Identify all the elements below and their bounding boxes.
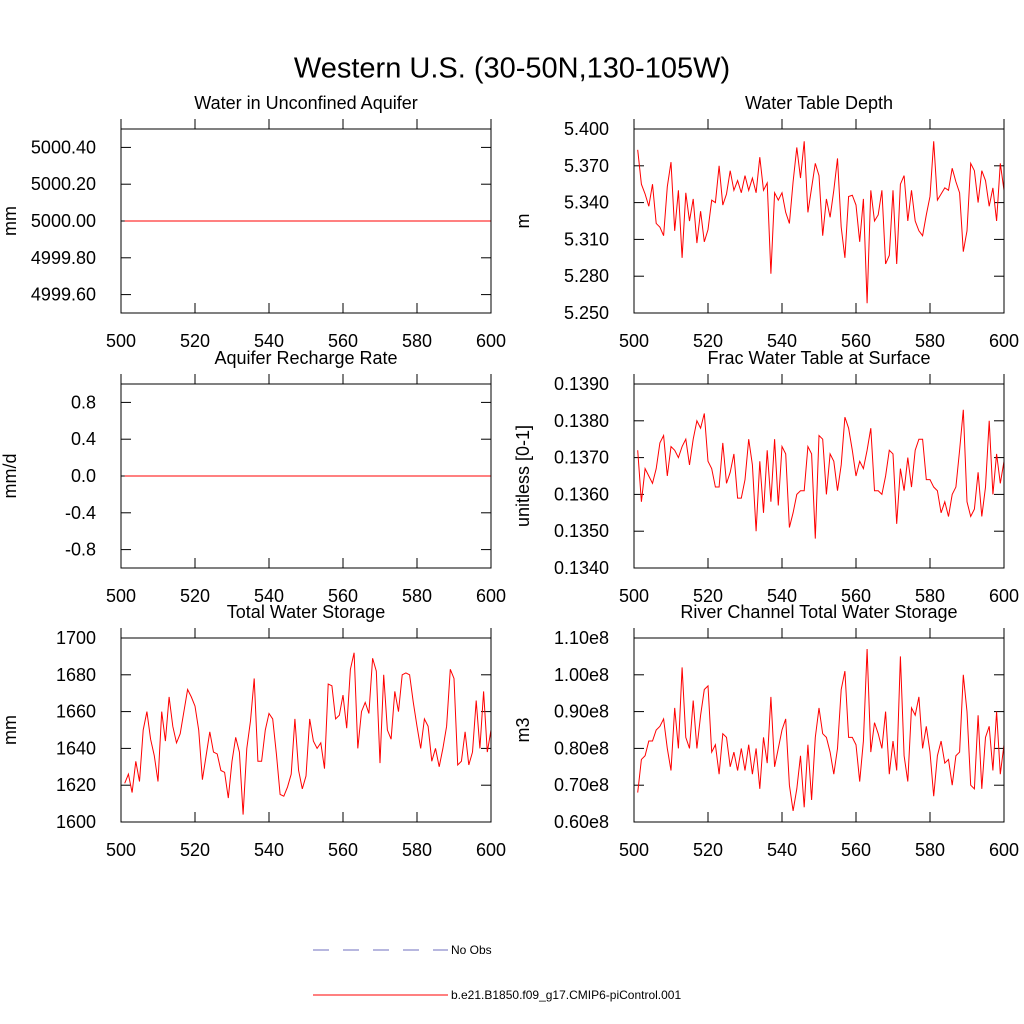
x-tick-label: 560 (328, 331, 358, 351)
x-tick-label: 600 (476, 331, 506, 351)
y-tick-label: 5.250 (564, 303, 609, 323)
data-line (124, 652, 492, 815)
y-tick-label: 5.400 (564, 119, 609, 139)
x-tick-label: 560 (328, 840, 358, 860)
y-tick-label: 5.340 (564, 193, 609, 213)
x-tick-label: 580 (915, 331, 945, 351)
y-tick-label: 0.1390 (554, 374, 609, 394)
y-tick-label: -0.8 (65, 540, 96, 560)
data-line (637, 409, 1005, 539)
x-tick-label: 500 (106, 331, 136, 351)
y-tick-label: 0.70e8 (554, 775, 609, 795)
plot-frame (120, 383, 492, 569)
y-tick-label: 1.00e8 (554, 665, 609, 685)
x-tick-label: 600 (989, 840, 1019, 860)
x-tick-label: 520 (180, 586, 210, 606)
x-tick-label: 560 (841, 331, 871, 351)
y-tick-label: 0.0 (71, 466, 96, 486)
x-tick-label: 500 (619, 586, 649, 606)
x-tick-label: 540 (254, 331, 284, 351)
panel-title: Water in Unconfined Aquifer (194, 93, 417, 113)
panel-title: River Channel Total Water Storage (680, 602, 957, 622)
legend-label: No Obs (451, 943, 492, 957)
x-tick-label: 600 (989, 331, 1019, 351)
y-axis-label: mm (0, 715, 20, 745)
x-tick-label: 560 (841, 840, 871, 860)
y-tick-label: 0.60e8 (554, 812, 609, 832)
x-tick-label: 560 (328, 586, 358, 606)
y-tick-label: 1700 (56, 628, 96, 648)
y-tick-label: 0.1350 (554, 521, 609, 541)
data-line (637, 649, 1005, 812)
y-tick-label: 1640 (56, 738, 96, 758)
y-tick-label: 0.4 (71, 429, 96, 449)
x-tick-label: 580 (915, 840, 945, 860)
y-tick-label: 5000.20 (31, 174, 96, 194)
plot-frame (120, 637, 492, 823)
y-axis-label: m3 (513, 717, 533, 742)
y-tick-label: 1680 (56, 665, 96, 685)
x-tick-label: 560 (841, 586, 871, 606)
y-tick-label: 1620 (56, 775, 96, 795)
x-tick-label: 580 (402, 331, 432, 351)
figure-title: Western U.S. (30-50N,130-105W) (294, 53, 730, 85)
y-tick-label: 0.8 (71, 392, 96, 412)
y-axis-label: mm (0, 206, 20, 236)
x-tick-label: 540 (254, 840, 284, 860)
x-tick-label: 540 (254, 586, 284, 606)
y-tick-label: 4999.80 (31, 248, 96, 268)
y-tick-label: 5000.00 (31, 211, 96, 231)
x-tick-label: 580 (915, 586, 945, 606)
y-axis-label: mm/d (0, 454, 20, 499)
y-tick-label: 0.1380 (554, 411, 609, 431)
x-tick-label: 600 (476, 586, 506, 606)
plot-frame (633, 637, 1005, 823)
y-tick-label: 0.1370 (554, 448, 609, 468)
panel-title: Total Water Storage (227, 602, 385, 622)
x-tick-label: 540 (767, 331, 797, 351)
x-tick-label: 520 (693, 840, 723, 860)
x-tick-label: 500 (106, 840, 136, 860)
y-tick-label: 1600 (56, 812, 96, 832)
panel-title: Aquifer Recharge Rate (214, 348, 397, 368)
y-tick-label: 4999.60 (31, 285, 96, 305)
y-tick-label: 1660 (56, 702, 96, 722)
x-tick-label: 580 (402, 586, 432, 606)
y-tick-label: 1.10e8 (554, 628, 609, 648)
x-tick-label: 580 (402, 840, 432, 860)
y-tick-label: 0.1360 (554, 484, 609, 504)
data-line (637, 141, 1005, 304)
panel-title: Frac Water Table at Surface (707, 348, 930, 368)
x-tick-label: 500 (106, 586, 136, 606)
x-tick-label: 500 (619, 840, 649, 860)
x-tick-label: 500 (619, 331, 649, 351)
y-tick-label: 5.280 (564, 266, 609, 286)
y-tick-label: 5.310 (564, 229, 609, 249)
x-tick-label: 520 (693, 331, 723, 351)
plot-frame (633, 383, 1005, 569)
y-tick-label: 0.1340 (554, 558, 609, 578)
plot-frame (120, 128, 492, 314)
x-tick-label: 600 (989, 586, 1019, 606)
x-tick-label: 540 (767, 840, 797, 860)
y-tick-label: -0.4 (65, 503, 96, 523)
y-axis-label: unitless [0-1] (513, 425, 533, 527)
x-tick-label: 600 (476, 840, 506, 860)
plot-frame (633, 128, 1005, 314)
y-tick-label: 5.370 (564, 156, 609, 176)
x-tick-label: 520 (180, 840, 210, 860)
x-tick-label: 520 (180, 331, 210, 351)
x-tick-label: 520 (693, 586, 723, 606)
y-tick-label: 5000.40 (31, 137, 96, 157)
panel-title: Water Table Depth (745, 93, 893, 113)
legend-label: b.e21.B1850.f09_g17.CMIP6-piControl.001 (451, 988, 681, 1002)
y-tick-label: 0.90e8 (554, 702, 609, 722)
y-tick-label: 0.80e8 (554, 738, 609, 758)
y-axis-label: m (513, 214, 533, 229)
x-tick-label: 540 (767, 586, 797, 606)
